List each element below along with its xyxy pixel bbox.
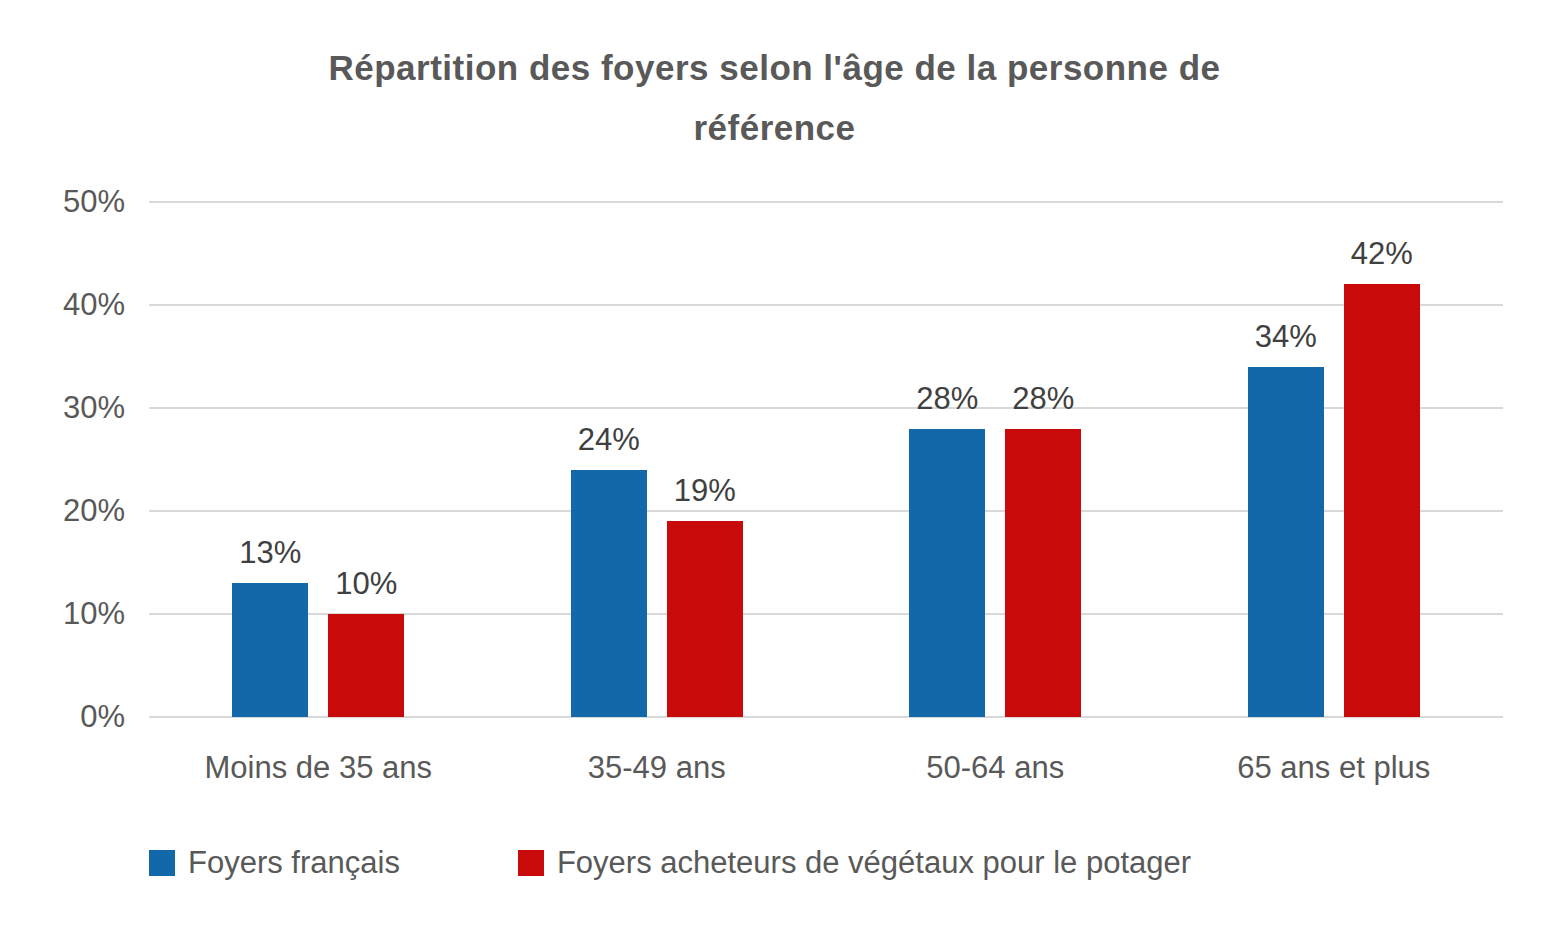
bar-wrapper: 28%	[909, 381, 985, 717]
x-category-label: 35-49 ans	[488, 750, 827, 786]
bar-wrapper: 24%	[571, 422, 647, 717]
bar-wrapper: 13%	[232, 535, 308, 717]
bar-value-label: 28%	[916, 381, 978, 417]
y-tick-label: 10%	[0, 593, 125, 635]
legend-swatch	[518, 850, 544, 876]
bar-group: 24% 19%	[488, 202, 827, 717]
bar-wrapper: 28%	[1005, 381, 1081, 717]
bar	[232, 583, 308, 717]
x-category-label: Moins de 35 ans	[149, 750, 488, 786]
bar-wrapper: 42%	[1344, 236, 1420, 717]
y-tick-label: 20%	[0, 490, 125, 532]
legend: Foyers français Foyers acheteurs de végét…	[149, 845, 1191, 881]
y-tick-label: 50%	[0, 181, 125, 223]
bar-group: 34% 42%	[1165, 202, 1504, 717]
y-tick-label: 40%	[0, 284, 125, 326]
chart-title-line1: Répartition des foyers selon l'âge de la…	[0, 38, 1549, 98]
bar	[909, 429, 985, 717]
bar-value-label: 34%	[1255, 319, 1317, 355]
x-category-label: 65 ans et plus	[1165, 750, 1504, 786]
x-category-label: 50-64 ans	[826, 750, 1165, 786]
legend-swatch	[149, 850, 175, 876]
bar-wrapper: 19%	[667, 473, 743, 717]
bar-group: 28% 28%	[826, 202, 1165, 717]
bar	[328, 614, 404, 717]
bar-wrapper: 10%	[328, 566, 404, 717]
bar	[1344, 284, 1420, 717]
bar-value-label: 13%	[239, 535, 301, 571]
bar-value-label: 24%	[578, 422, 640, 458]
bar-wrapper: 34%	[1248, 319, 1324, 717]
bar-value-label: 42%	[1351, 236, 1413, 272]
y-tick-label: 30%	[0, 387, 125, 429]
bar	[1248, 367, 1324, 717]
bar	[571, 470, 647, 717]
bar-value-label: 19%	[674, 473, 736, 509]
bar	[667, 521, 743, 717]
legend-item: Foyers français	[149, 845, 400, 881]
legend-item: Foyers acheteurs de végétaux pour le pot…	[518, 845, 1191, 881]
legend-label: Foyers acheteurs de végétaux pour le pot…	[557, 845, 1191, 881]
plot-area: 13% 10% 24% 19% 28% 28% 34% 42%	[149, 202, 1503, 717]
bar-chart: Répartition des foyers selon l'âge de la…	[0, 0, 1549, 930]
legend-label: Foyers français	[188, 845, 400, 881]
bar-value-label: 28%	[1012, 381, 1074, 417]
chart-title-line2: référence	[0, 98, 1549, 158]
bar-value-label: 10%	[335, 566, 397, 602]
chart-title: Répartition des foyers selon l'âge de la…	[0, 38, 1549, 158]
bar-group: 13% 10%	[149, 202, 488, 717]
bar	[1005, 429, 1081, 717]
y-tick-label: 0%	[0, 696, 125, 738]
